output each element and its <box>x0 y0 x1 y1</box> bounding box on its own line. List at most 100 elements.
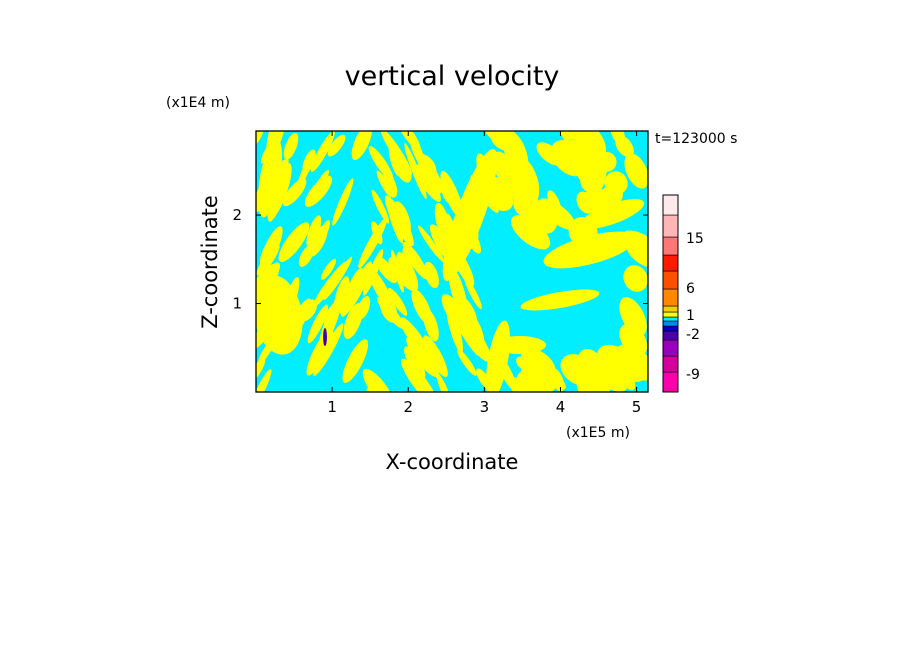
positive-cell <box>308 225 328 257</box>
positive-cell <box>283 132 299 160</box>
colorbar: 15 6 1 -2 -9 <box>662 194 704 393</box>
y-axis-unit: (x1E4 m) <box>166 95 230 111</box>
positive-cell <box>423 335 448 378</box>
positive-cell <box>536 142 563 166</box>
positive-cell <box>601 183 623 206</box>
x-tick-label: 5 <box>632 398 642 416</box>
colorbar-label: 1 <box>686 308 695 324</box>
x-axis-unit: (x1E5 m) <box>566 425 630 441</box>
positive-cell <box>363 377 377 392</box>
positive-cell <box>527 209 554 231</box>
x-axis-label: X-coordinate <box>386 450 519 474</box>
positive-region <box>257 138 283 218</box>
colorbar-segment <box>662 371 679 393</box>
positive-cell <box>619 297 647 337</box>
colorbar-segment <box>662 254 679 272</box>
positive-cell <box>381 171 398 198</box>
y-tick-label: 2 <box>232 206 242 224</box>
positive-cell <box>624 153 648 189</box>
colorbar-segment <box>662 236 679 256</box>
x-axis-ticks: 1 2 3 4 5 <box>327 131 641 416</box>
positive-cell <box>623 265 648 292</box>
positive-cell <box>377 296 405 329</box>
positive-cell <box>402 241 429 280</box>
positive-cell <box>464 276 482 310</box>
positive-region <box>485 320 511 392</box>
positive-cell <box>256 357 266 385</box>
y-axis-ticks: 12 <box>232 206 648 313</box>
colorbar-segment <box>662 194 679 216</box>
positive-cell <box>424 261 439 289</box>
positive-cell <box>576 191 595 214</box>
positive-cell <box>306 215 322 248</box>
positive-cell <box>404 346 426 379</box>
positive-cell <box>367 267 393 309</box>
velocity-field <box>256 131 648 392</box>
positive-cell <box>310 131 335 173</box>
positive-cell <box>490 131 516 151</box>
x-tick-label: 2 <box>403 398 413 416</box>
x-tick-label: 4 <box>556 398 566 416</box>
colorbar-segment <box>662 311 679 318</box>
positive-cell <box>454 294 478 326</box>
positive-cell <box>282 178 307 207</box>
colorbar-segment <box>662 325 679 332</box>
positive-cell <box>368 145 394 182</box>
positive-streaks <box>256 131 648 392</box>
positive-cell <box>312 261 347 308</box>
positive-cell <box>307 304 329 344</box>
positive-cell <box>347 261 373 305</box>
positive-cell <box>414 164 441 202</box>
time-label: t=123000 s <box>655 131 737 147</box>
positive-region <box>579 199 645 229</box>
positive-cell <box>401 358 438 392</box>
chart-title: vertical velocity <box>345 61 560 92</box>
positive-cell <box>278 222 310 262</box>
positive-cell <box>436 372 453 392</box>
positive-cell <box>342 339 369 383</box>
positive-cell <box>388 257 417 292</box>
colorbar-label: -2 <box>686 327 700 343</box>
positive-region <box>543 231 637 269</box>
x-tick-label: 3 <box>480 398 490 416</box>
positive-region <box>442 149 498 281</box>
positive-cell <box>351 131 373 160</box>
positive-cell <box>576 155 607 187</box>
y-tick-label: 1 <box>232 295 242 313</box>
colorbar-label: -9 <box>686 367 700 383</box>
positive-cell <box>302 149 316 174</box>
positive-cell <box>256 244 280 276</box>
positive-cell <box>400 317 430 358</box>
positive-cell <box>615 135 634 158</box>
positive-cell <box>321 258 337 280</box>
colorbar-segment <box>662 316 679 322</box>
positive-region <box>256 275 303 355</box>
positive-cell <box>357 295 371 319</box>
positive-cell <box>304 175 333 207</box>
positive-cell <box>386 198 404 244</box>
positive-cell <box>393 152 412 183</box>
colorbar-label: 15 <box>686 231 704 247</box>
positive-cell <box>617 351 648 382</box>
positive-cell <box>457 349 477 376</box>
positive-cell <box>313 323 344 376</box>
positive-cell <box>461 321 492 363</box>
positive-cell <box>267 180 285 222</box>
colorbar-segment <box>662 339 679 357</box>
positive-cell <box>434 202 452 244</box>
x-tick-label: 1 <box>327 398 337 416</box>
positive-cell <box>538 198 576 230</box>
positive-cell <box>375 256 398 284</box>
positive-cell <box>446 304 464 354</box>
positive-cell <box>423 309 439 342</box>
colorbar-segment <box>662 305 679 313</box>
positive-cell <box>511 215 551 250</box>
colorbar-segment <box>662 355 679 373</box>
positive-cell <box>256 369 272 392</box>
positive-cell <box>512 175 530 192</box>
positive-cell <box>362 368 394 392</box>
negative-core <box>323 328 327 346</box>
positive-cell <box>440 170 464 220</box>
positive-cell <box>626 243 648 268</box>
